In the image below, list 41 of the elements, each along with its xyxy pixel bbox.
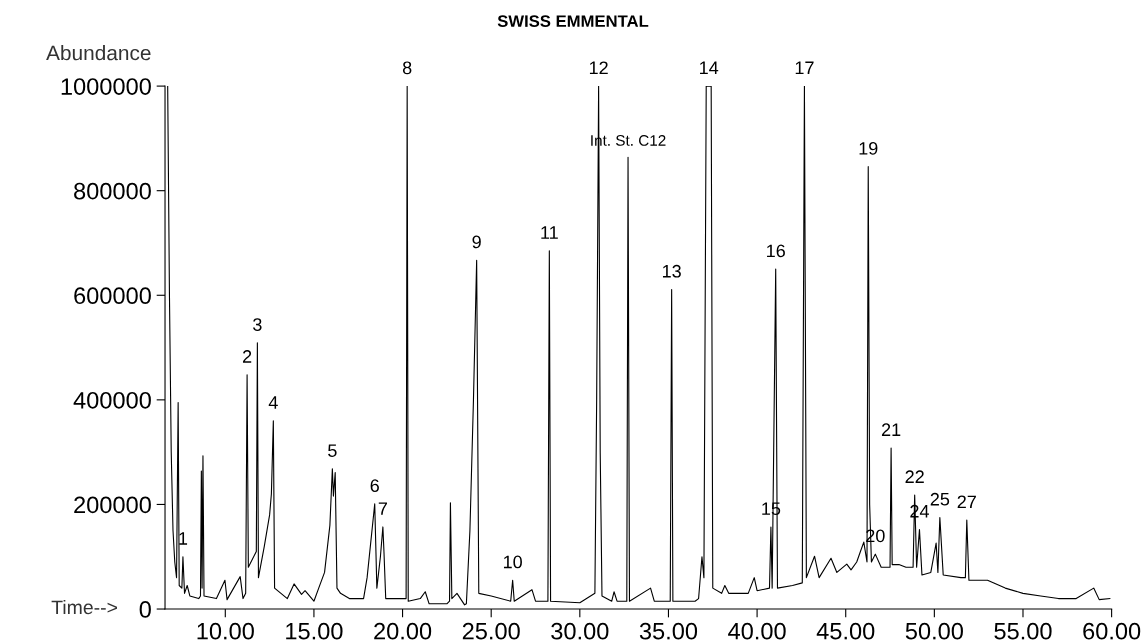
annotation: 27 [957, 495, 976, 509]
y-tick-label: 200000 [74, 496, 151, 514]
annotation: 2 [242, 350, 252, 363]
annotation: 25 [930, 492, 950, 506]
x-tick-label: 55.00 [994, 622, 1052, 640]
annotation: 11 [541, 226, 558, 239]
y-tick-label: 0 [139, 601, 151, 618]
annotation: 6 [370, 479, 379, 493]
chart-title: SWISS EMMENTAL [497, 15, 649, 28]
annotation: 19 [859, 141, 878, 155]
annotation: 22 [905, 470, 924, 483]
annotation: 8 [402, 61, 412, 75]
annotation: 10 [503, 555, 522, 569]
annotation: 14 [700, 61, 719, 75]
annotation: 1 [179, 532, 188, 545]
x-tick-label: 60.00 [1083, 622, 1141, 640]
x-axis-title: Time--> [51, 599, 118, 615]
annotation: 9 [472, 235, 481, 249]
annotation: 16 [767, 244, 785, 258]
annotation: 13 [662, 264, 681, 278]
y-axis-title: Abundance [46, 45, 151, 61]
x-tick-label: 30.00 [551, 622, 609, 640]
x-tick-label: 25.00 [462, 622, 520, 640]
x-tick-label: 20.00 [374, 622, 432, 640]
annotation: 21 [881, 423, 901, 436]
annotation: 17 [795, 61, 814, 75]
x-tick-label: 15.00 [286, 622, 343, 640]
annotation: 3 [253, 318, 262, 331]
annotation: 7 [378, 502, 387, 515]
y-tick-label: 800000 [74, 182, 151, 200]
y-tick-label: 600000 [74, 287, 151, 305]
annotation: 4 [268, 396, 278, 409]
x-tick-label: 40.00 [728, 622, 786, 640]
y-tick-label: 400000 [73, 391, 151, 409]
x-tick-label: 50.00 [905, 622, 963, 640]
y-tick-label: 1000000 [61, 78, 151, 95]
x-tick-label: 35.00 [639, 622, 698, 640]
annotation: 12 [589, 61, 608, 75]
x-tick-label: 45.00 [816, 622, 875, 640]
x-tick-label: 10.00 [197, 622, 254, 640]
annotation: 5 [328, 444, 337, 457]
